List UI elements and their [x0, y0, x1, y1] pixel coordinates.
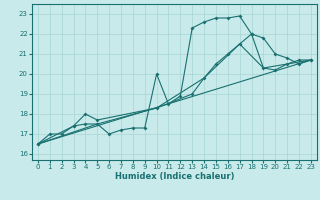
X-axis label: Humidex (Indice chaleur): Humidex (Indice chaleur) [115, 172, 234, 181]
